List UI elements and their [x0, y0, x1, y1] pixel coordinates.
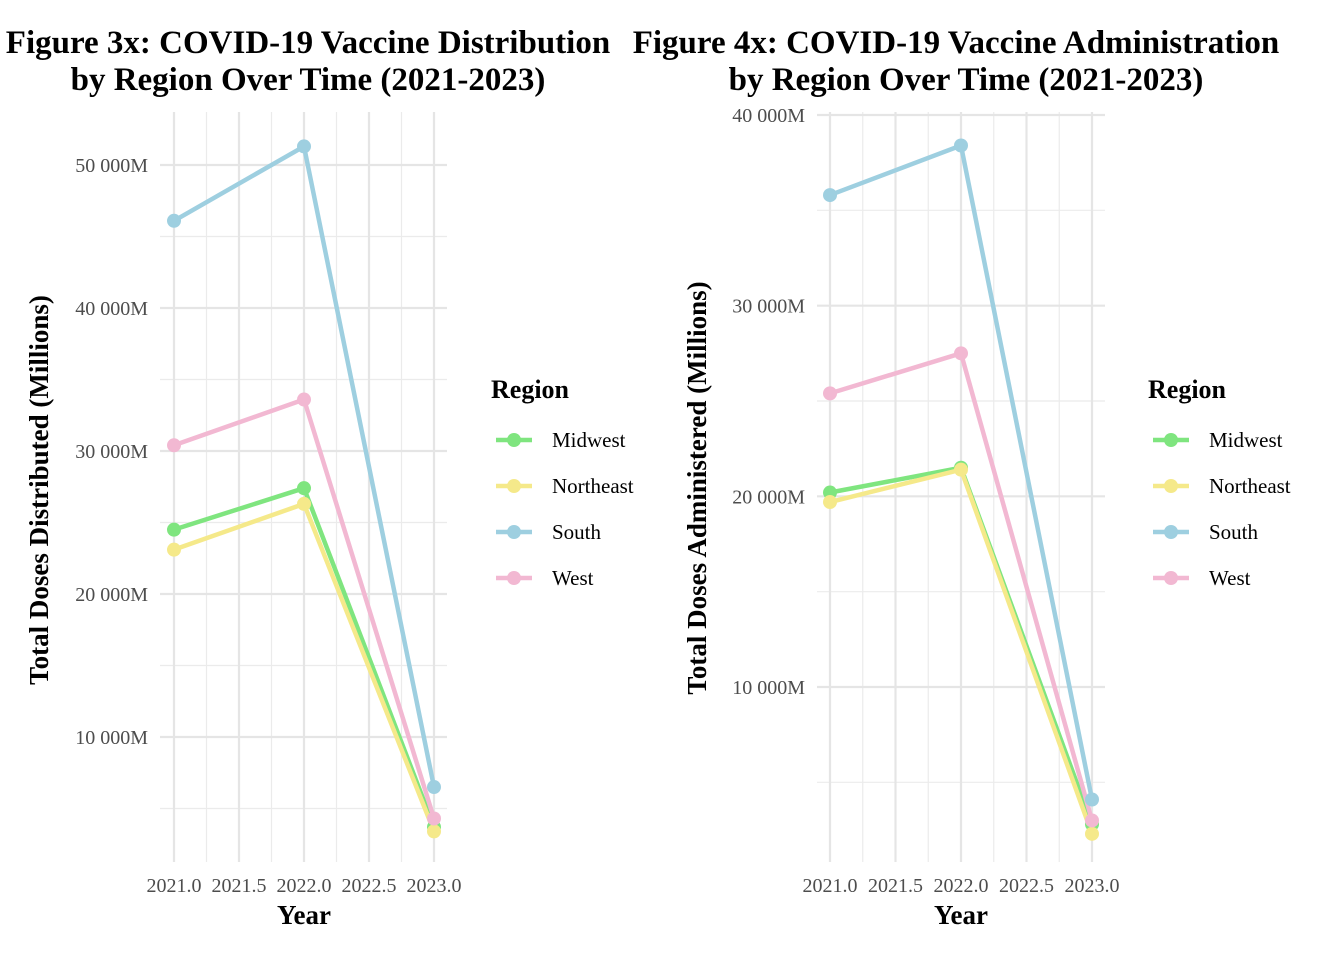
- chart-2-legend-item-south: South: [1153, 520, 1259, 544]
- chart-2-point-south: [823, 188, 837, 203]
- chart-2-legend-item-west: West: [1153, 566, 1251, 590]
- chart-1-legend-title: Region: [491, 375, 570, 404]
- chart-2-legend-label-northeast: Northeast: [1209, 474, 1291, 498]
- chart-1-title-line-2: by Region Over Time (2021-2023): [71, 62, 546, 98]
- chart-1-legend-label-south: South: [552, 520, 602, 544]
- chart-2-x-tick-label: 2022.0: [934, 875, 989, 897]
- chart-1-x-tick-label: 2022.5: [342, 875, 397, 897]
- chart-1-y-tick-label: 10 000M: [75, 727, 148, 749]
- chart-2-legend-marker-northeast: [1164, 479, 1178, 493]
- chart-1-point-northeast: [297, 496, 311, 511]
- chart-2-legend-title: Region: [1148, 375, 1227, 404]
- chart-2-point-south: [1085, 792, 1099, 807]
- chart-2-point-south: [954, 138, 968, 153]
- chart-1-legend-marker-west: [507, 571, 521, 585]
- chart-2-legend-marker-south: [1164, 525, 1178, 539]
- chart-panel-2: Figure 4x: COVID-19 Vaccine Administrati…: [633, 25, 1291, 930]
- chart-2-y-tick-label: 30 000M: [732, 296, 805, 318]
- chart-2-legend-item-northeast: Northeast: [1153, 474, 1291, 498]
- chart-2-point-northeast: [954, 462, 968, 477]
- chart-1-legend-label-midwest: Midwest: [552, 428, 626, 452]
- chart-2-x-axis-label: Year: [934, 900, 988, 930]
- chart-2-legend-marker-midwest: [1164, 433, 1178, 447]
- chart-2-title-line-2: by Region Over Time (2021-2023): [729, 62, 1204, 98]
- chart-1-series: [167, 139, 441, 839]
- chart-panel-1: Figure 3x: COVID-19 Vaccine Distribution…: [6, 25, 634, 930]
- chart-1-x-tick-label: 2021.5: [212, 875, 267, 897]
- chart-1-legend-marker-midwest: [507, 433, 521, 447]
- chart-1-legend-marker-northeast: [507, 479, 521, 493]
- chart-2-x-tick-label: 2022.5: [999, 875, 1054, 897]
- chart-1-y-tick-label: 20 000M: [75, 584, 148, 606]
- chart-2-legend-label-west: West: [1209, 566, 1251, 590]
- chart-1-legend-items: Midwest Northeast South West: [496, 428, 634, 590]
- chart-2-point-west: [1085, 813, 1099, 828]
- chart-1-point-northeast: [167, 542, 181, 557]
- chart-2-x-ticks: 2021.0 2021.5 2022.0 2022.5 2023.0: [803, 875, 1120, 897]
- chart-2-y-ticks: 10 000M 20 000M 30 000M 40 000M: [732, 105, 805, 699]
- chart-2-legend-marker-west: [1164, 571, 1178, 585]
- chart-1-point-west: [167, 438, 181, 453]
- chart-2-title-line-1: Figure 4x: COVID-19 Vaccine Administrati…: [633, 25, 1280, 61]
- chart-1-legend-marker-south: [507, 525, 521, 539]
- chart-2-series: [823, 138, 1099, 841]
- chart-1-legend-item-west: West: [496, 566, 594, 590]
- chart-1-point-west: [297, 392, 311, 407]
- chart-1-y-ticks: 10 000M 20 000M 30 000M 40 000M 50 000M: [75, 155, 148, 749]
- chart-1-x-ticks: 2021.0 2021.5 2022.0 2022.5 2023.0: [147, 875, 462, 897]
- chart-1-x-tick-label: 2021.0: [147, 875, 202, 897]
- chart-2-y-tick-label: 20 000M: [732, 486, 805, 508]
- chart-2-legend-item-midwest: Midwest: [1153, 428, 1283, 452]
- chart-1-grid: [160, 112, 447, 862]
- chart-2-legend: Region Midwest Northeast South West: [1148, 375, 1291, 590]
- chart-2-y-tick-label: 40 000M: [732, 105, 805, 127]
- chart-2-x-tick-label: 2023.0: [1065, 875, 1120, 897]
- chart-2-y-tick-label: 10 000M: [732, 677, 805, 699]
- chart-1-legend-label-northeast: Northeast: [552, 474, 634, 498]
- chart-1-legend-item-midwest: Midwest: [496, 428, 626, 452]
- chart-2-point-west: [954, 346, 968, 361]
- chart-1-legend-item-northeast: Northeast: [496, 474, 634, 498]
- chart-1-x-axis-label: Year: [277, 900, 331, 930]
- chart-2-point-northeast: [1085, 826, 1099, 841]
- chart-1-y-tick-label: 50 000M: [75, 155, 148, 177]
- chart-2-legend-label-south: South: [1209, 520, 1259, 544]
- chart-2-legend-label-midwest: Midwest: [1209, 428, 1283, 452]
- chart-1-point-midwest: [167, 522, 181, 537]
- chart-1-y-axis-label: Total Doses Distributed (Millions): [24, 295, 54, 685]
- chart-1-legend: Region Midwest Northeast South West: [491, 375, 634, 590]
- chart-1-point-south: [297, 139, 311, 154]
- chart-1-legend-label-west: West: [552, 566, 594, 590]
- chart-1-y-tick-label: 40 000M: [75, 298, 148, 320]
- chart-2-y-axis-label: Total Doses Administered (Millions): [682, 281, 712, 694]
- chart-1-legend-item-south: South: [496, 520, 602, 544]
- chart-1-x-tick-label: 2022.0: [277, 875, 332, 897]
- chart-1-point-south: [167, 213, 181, 228]
- chart-2-legend-items: Midwest Northeast South West: [1153, 428, 1291, 590]
- chart-1-point-midwest: [297, 481, 311, 496]
- chart-1-y-tick-label: 30 000M: [75, 441, 148, 463]
- chart-2-point-west: [823, 386, 837, 401]
- chart-2-x-tick-label: 2021.5: [868, 875, 923, 897]
- chart-1-point-west: [427, 811, 441, 826]
- chart-1-point-south: [427, 780, 441, 795]
- chart-1-x-tick-label: 2023.0: [407, 875, 462, 897]
- chart-1-point-northeast: [427, 824, 441, 839]
- chart-1-title-line-1: Figure 3x: COVID-19 Vaccine Distribution: [6, 25, 610, 61]
- chart-2-x-tick-label: 2021.0: [803, 875, 858, 897]
- chart-2-point-northeast: [823, 495, 837, 510]
